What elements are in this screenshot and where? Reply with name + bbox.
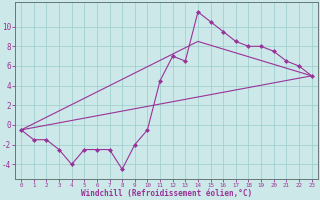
X-axis label: Windchill (Refroidissement éolien,°C): Windchill (Refroidissement éolien,°C) (81, 189, 252, 198)
